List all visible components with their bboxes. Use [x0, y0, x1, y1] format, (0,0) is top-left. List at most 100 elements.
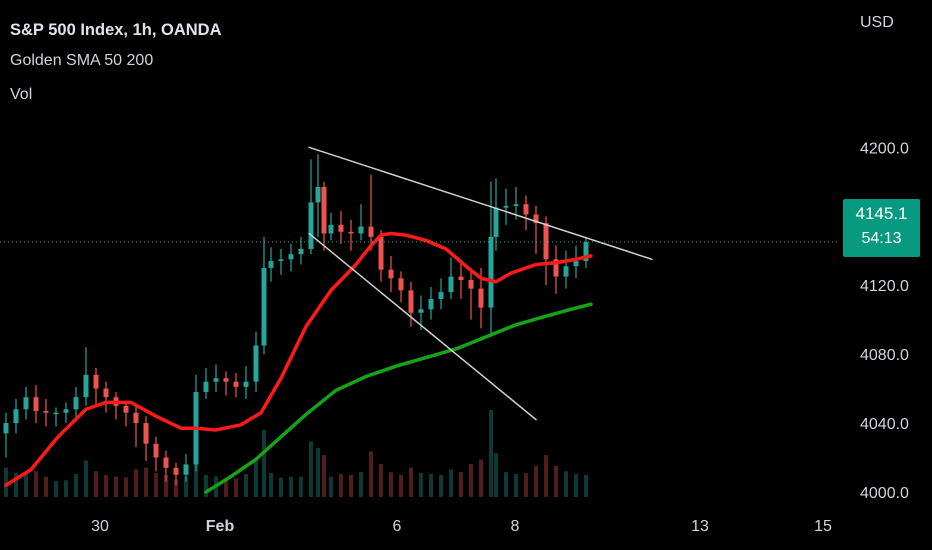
y-tick-label: 4000.0: [860, 485, 909, 502]
candle-body: [268, 261, 274, 268]
volume-bar: [44, 476, 48, 497]
volume-bar: [524, 473, 528, 497]
candle-body: [328, 224, 334, 234]
volume-bar: [359, 472, 363, 497]
volume-bar: [14, 473, 18, 497]
volume-bar: [449, 469, 453, 497]
volume-bar: [64, 480, 68, 497]
candle-body: [43, 410, 49, 413]
x-tick-label: 15: [814, 518, 832, 535]
candle-body: [513, 204, 519, 206]
volume-bar: [224, 478, 228, 497]
volume-bar: [459, 472, 463, 497]
x-tick-label: 6: [393, 518, 402, 535]
volume-bar: [254, 459, 258, 497]
x-tick-label: Feb: [206, 518, 235, 535]
candle-body: [468, 280, 474, 289]
candle-body: [243, 381, 249, 387]
candle-body: [13, 409, 19, 424]
candle-body: [338, 224, 344, 232]
candle-body: [253, 345, 259, 382]
volume-bar: [94, 471, 98, 497]
candle-body: [368, 226, 374, 237]
candle-body: [573, 261, 579, 267]
last-price-badge: 4145.1 54:13: [843, 199, 920, 257]
candle-body: [203, 381, 209, 393]
candle-body: [63, 409, 69, 413]
volume-bar: [554, 465, 558, 497]
volume-bar: [504, 472, 508, 497]
volume-bar: [104, 474, 108, 497]
candle-body: [563, 266, 569, 277]
volume-bar: [244, 473, 248, 497]
volume-bar: [164, 474, 168, 497]
candle-body: [288, 254, 294, 260]
volume-bar: [369, 451, 373, 497]
candle-body: [523, 204, 529, 215]
candle-body: [73, 397, 79, 410]
candle-body: [583, 242, 589, 262]
y-tick-label: 4080.0: [860, 347, 909, 364]
volume-bar: [269, 473, 273, 497]
candle-body: [298, 248, 304, 255]
volume-bar: [299, 476, 303, 497]
volume-bar: [514, 473, 518, 497]
volume-bar: [34, 471, 38, 497]
candle-body: [163, 457, 169, 468]
candle-body: [348, 231, 354, 234]
candle-body: [133, 412, 139, 424]
volume-bar: [329, 476, 333, 497]
volume-bar: [309, 441, 313, 497]
candle-body: [103, 388, 109, 398]
volume-bar: [419, 473, 423, 497]
volume-bar: [439, 474, 443, 497]
x-tick-label: 13: [691, 518, 709, 535]
volume-legend[interactable]: Vol: [10, 86, 33, 103]
indicator-legend[interactable]: Golden SMA 50 200: [10, 52, 154, 69]
candle-body: [408, 290, 414, 313]
candle-body: [233, 381, 239, 387]
candle-body: [33, 397, 39, 411]
volume-bar: [234, 478, 238, 497]
candle-body: [261, 267, 267, 346]
volume-bar: [54, 481, 58, 497]
volume-bar: [379, 464, 383, 497]
volume-bar: [4, 467, 8, 497]
volume-bar: [339, 473, 343, 497]
chart-title[interactable]: S&P 500 Index, 1h, OANDA: [10, 21, 222, 39]
y-tick-label: 4040.0: [860, 416, 909, 433]
volume-bar: [479, 459, 483, 497]
volume-bar: [289, 476, 293, 497]
candle-body: [533, 214, 539, 224]
candle-body: [183, 464, 189, 475]
x-tick-label: 30: [91, 518, 109, 535]
volume-bar: [262, 429, 266, 497]
candle-body: [438, 292, 444, 299]
candle-body: [153, 443, 159, 458]
candle-body: [428, 298, 434, 310]
candle-body: [3, 423, 9, 434]
last-price-value: 4145.1: [855, 204, 908, 223]
volume-bar: [534, 465, 538, 497]
volume-bar: [469, 464, 473, 497]
candle-body: [83, 374, 89, 398]
y-tick-label: 4200.0: [860, 140, 909, 157]
candle-body: [53, 412, 59, 415]
candle-body: [478, 288, 484, 308]
sma200-line: [204, 302, 593, 494]
candle-body: [418, 309, 424, 313]
candle-body: [93, 374, 99, 389]
y-tick-label: 4120.0: [860, 278, 909, 295]
currency-label: USD: [860, 14, 894, 31]
sma50-line: [4, 231, 593, 487]
candle-body: [543, 223, 549, 260]
volume-bar: [322, 455, 326, 497]
volume-bar: [174, 479, 178, 497]
candle-body: [448, 276, 454, 293]
x-tick-label: 8: [511, 518, 520, 535]
candle-body: [493, 207, 499, 237]
volume-bar: [84, 460, 88, 497]
candle-body: [503, 205, 509, 208]
